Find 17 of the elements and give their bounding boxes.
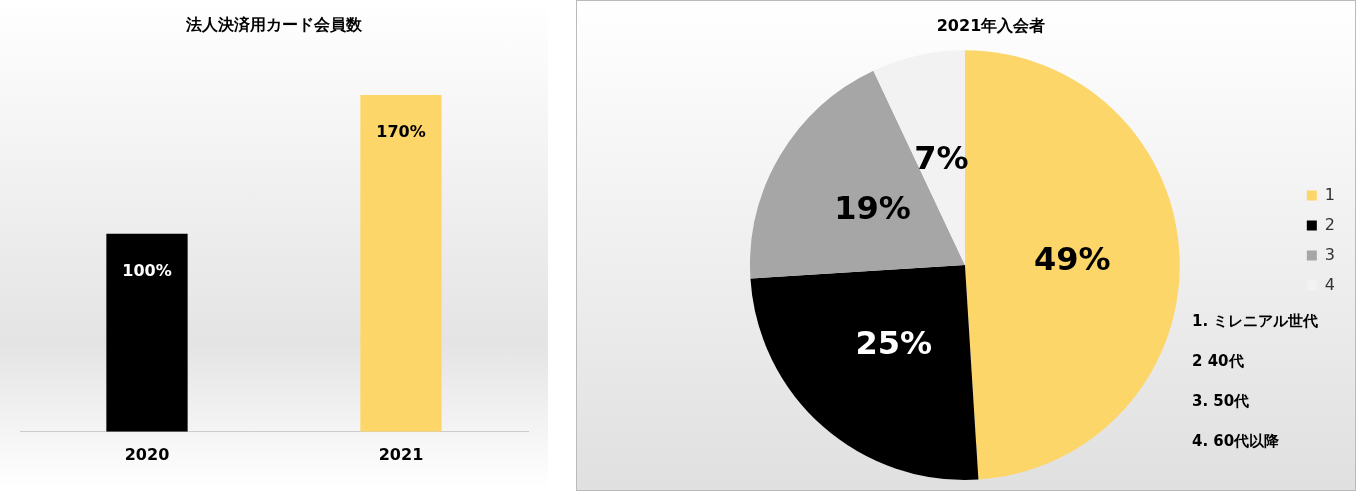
x-tick-label: 2020 — [124, 444, 170, 464]
text: 2 40代 — [1192, 351, 1245, 372]
legend-label: 3 — [1324, 244, 1336, 264]
legend-label: 4 — [1324, 274, 1336, 294]
legend-label: 2 — [1324, 214, 1336, 234]
text: 1. ミレニアル世代 — [1192, 311, 1319, 332]
data-label: 170% — [376, 122, 426, 142]
data-label: 25% — [855, 324, 933, 363]
data-label: 100% — [122, 260, 172, 280]
x-tick-label: 2021 — [378, 444, 424, 464]
chart-title: 2021年入会者 — [936, 15, 1046, 35]
data-label: 49% — [1034, 240, 1111, 279]
chart-title: 法人決済用カード会員数 — [185, 14, 363, 34]
text: 4. 60代以降 — [1192, 431, 1281, 452]
text: 3. 50代 — [1192, 391, 1251, 412]
data-label: 19% — [834, 188, 911, 227]
legend-label: 1 — [1324, 184, 1336, 204]
